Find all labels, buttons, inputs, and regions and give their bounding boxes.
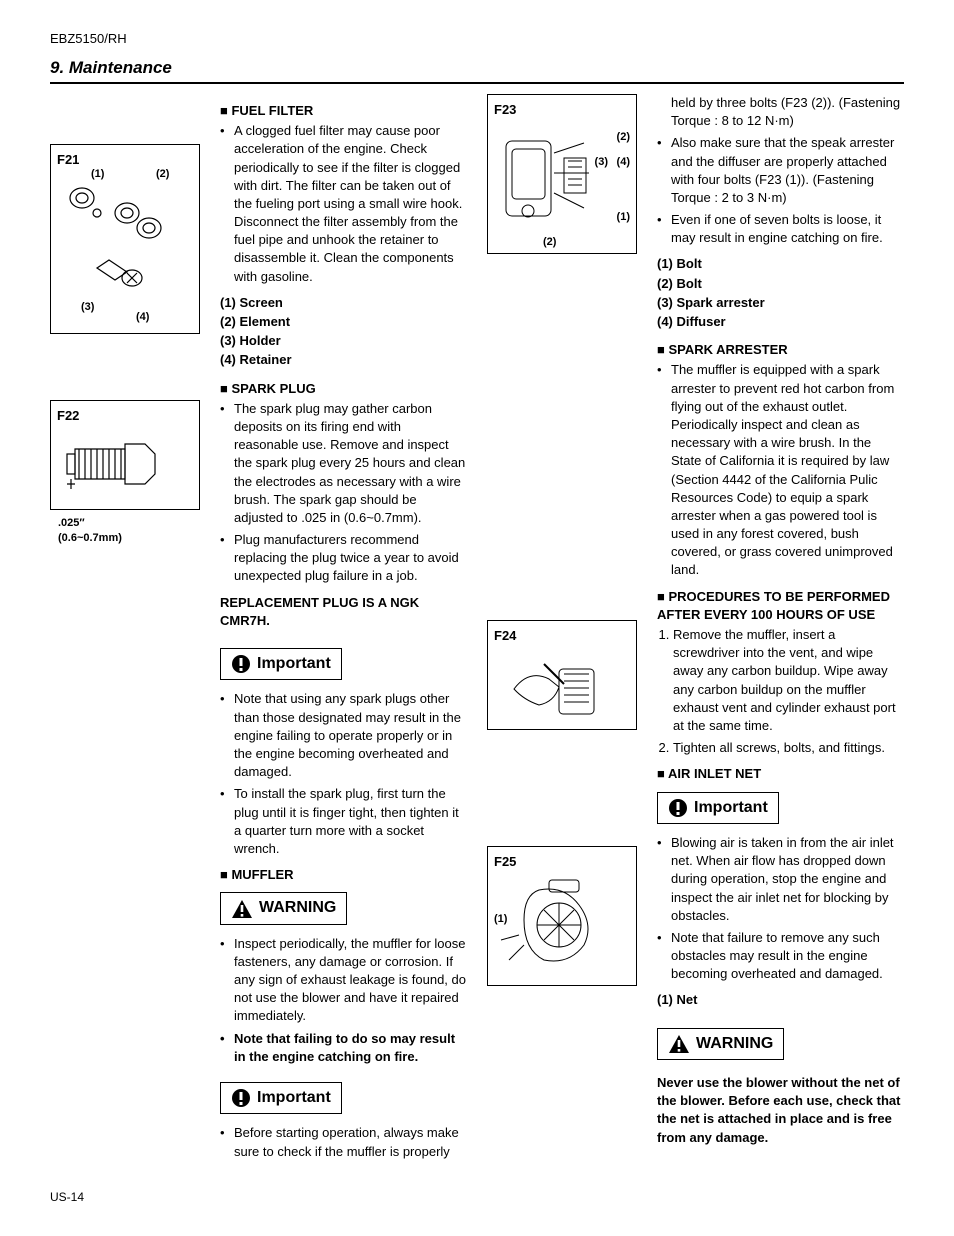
bullet: To install the spark plug, first turn th… [220, 785, 467, 858]
warning-icon [231, 899, 253, 919]
annot: (4) [617, 155, 630, 170]
figure-f25: F25 (1) [487, 846, 637, 986]
cont-legend: (1) Bolt (2) Bolt (3) Spark arrester (4)… [657, 255, 904, 331]
num-item: Remove the muffler, insert a screwdriver… [673, 626, 904, 735]
heading-air-inlet: AIR INLET NET [657, 765, 904, 783]
important-callout: Important [220, 1082, 342, 1114]
figure-f23-svg [494, 123, 614, 243]
legend-item: (1) Screen [220, 294, 467, 312]
procedures-list: Remove the muffler, insert a screwdriver… [657, 626, 904, 757]
annot: (1) [617, 210, 630, 225]
figure-label: F21 [57, 151, 193, 169]
heading-fuel-filter: FUEL FILTER [220, 102, 467, 120]
bullet: Note that using any spark plugs other th… [220, 690, 467, 781]
bullet-bold: Note that failing to do so may result in… [220, 1030, 467, 1066]
annot: (1) [91, 167, 104, 182]
figure-column-left: F21 (1) (2) (3) (4) F22 [50, 94, 200, 1169]
cont-text: held by three bolts (F23 (2)). (Fastenin… [657, 94, 904, 130]
spark-arrester-bullets: The muffler is equipped with a spark arr… [657, 361, 904, 579]
legend-item: (1) Bolt [657, 255, 904, 273]
annot: (2) [543, 235, 556, 250]
legend-item: (1) Net [657, 991, 904, 1009]
bullet: The muffler is equipped with a spark arr… [657, 361, 904, 579]
callout-label: Important [257, 1087, 331, 1109]
legend-item: (3) Spark arrester [657, 294, 904, 312]
callout-label: Important [694, 797, 768, 819]
figure-f23: F23 (2) (3) (4) (1) (2) [487, 94, 637, 254]
figure-f24: F24 [487, 620, 637, 730]
legend-item: (3) Holder [220, 332, 467, 350]
figure-f22-svg [57, 429, 177, 499]
num-item: Tighten all screws, bolts, and fittings. [673, 739, 904, 757]
section-title: 9. Maintenance [50, 56, 904, 84]
warning-callout: WARNING [657, 1028, 784, 1060]
bullet: Before starting operation, always make s… [220, 1124, 467, 1160]
figure-f25-svg [494, 875, 614, 975]
warning1-bullets: Inspect periodically, the muffler for lo… [220, 935, 467, 1066]
bullet: Note that failure to remove any such obs… [657, 929, 904, 984]
annot: (3) [595, 155, 608, 170]
annot: (4) [136, 310, 149, 325]
important-icon [231, 1088, 251, 1108]
figure-f22-caption1: .025″ [58, 516, 200, 531]
annot: (1) [494, 912, 507, 927]
legend-item: (2) Element [220, 313, 467, 331]
figure-f21: F21 (1) (2) (3) (4) [50, 144, 200, 334]
heading-spark-plug: SPARK PLUG [220, 380, 467, 398]
figure-f22: F22 [50, 400, 200, 510]
bullet: The spark plug may gather carbon deposit… [220, 400, 467, 527]
callout-label: Important [257, 653, 331, 675]
legend-item: (2) Bolt [657, 275, 904, 293]
fuel-filter-bullets: A clogged fuel filter may cause poor acc… [220, 122, 467, 286]
heading-spark-arrester: SPARK ARRESTER [657, 341, 904, 359]
figure-label: F23 [494, 101, 630, 119]
bullet: Even if one of seven bolts is loose, it … [657, 211, 904, 247]
header-model: EBZ5150/RH [50, 30, 904, 48]
text-column-1: FUEL FILTER A clogged fuel filter may ca… [220, 94, 467, 1169]
important2-bullets: Before starting operation, always make s… [220, 1124, 467, 1160]
warning2-para: Never use the blower without the net of … [657, 1074, 904, 1147]
footer-page-number: US-14 [50, 1189, 904, 1206]
spark-plug-bullets: The spark plug may gather carbon deposit… [220, 400, 467, 586]
heading-procedures: PROCEDURES TO BE PERFORMED AFTER EVERY 1… [657, 588, 904, 624]
figure-label: F24 [494, 627, 630, 645]
warning-icon [668, 1034, 690, 1054]
figure-column-mid: F23 (2) (3) (4) (1) (2) F24 [487, 94, 637, 1169]
callout-label: WARNING [259, 897, 336, 919]
callout-label: WARNING [696, 1033, 773, 1055]
cont-bullets: Also make sure that the speak arrester a… [657, 134, 904, 247]
heading-muffler: MUFFLER [220, 866, 467, 884]
bullet: Blowing air is taken in from the air inl… [657, 834, 904, 925]
important3-bullets: Blowing air is taken in from the air inl… [657, 834, 904, 984]
important-icon [668, 798, 688, 818]
figure-label: F25 [494, 853, 630, 871]
net-legend: (1) Net [657, 991, 904, 1009]
important-icon [231, 654, 251, 674]
annot: (3) [81, 300, 94, 315]
bullet: Plug manufacturers recommend replacing t… [220, 531, 467, 586]
bullet: Also make sure that the speak arrester a… [657, 134, 904, 207]
replacement-plug-note: REPLACEMENT PLUG IS A NGK CMR7H. [220, 594, 467, 630]
important-callout: Important [657, 792, 779, 824]
legend-item: (4) Diffuser [657, 313, 904, 331]
text-column-2: held by three bolts (F23 (2)). (Fastenin… [657, 94, 904, 1169]
figure-f21-svg [57, 173, 177, 323]
figure-f24-svg [494, 649, 614, 724]
bullet: A clogged fuel filter may cause poor acc… [220, 122, 467, 286]
warning-callout: WARNING [220, 892, 347, 924]
important-callout: Important [220, 648, 342, 680]
figure-f22-caption2: (0.6~0.7mm) [58, 531, 200, 546]
annot: (2) [156, 167, 169, 182]
figure-label: F22 [57, 407, 193, 425]
bullet: Inspect periodically, the muffler for lo… [220, 935, 467, 1026]
annot: (2) [617, 130, 630, 145]
fuel-filter-legend: (1) Screen (2) Element (3) Holder (4) Re… [220, 294, 467, 370]
legend-item: (4) Retainer [220, 351, 467, 369]
important1-bullets: Note that using any spark plugs other th… [220, 690, 467, 858]
page-body: F21 (1) (2) (3) (4) F22 [50, 94, 904, 1169]
